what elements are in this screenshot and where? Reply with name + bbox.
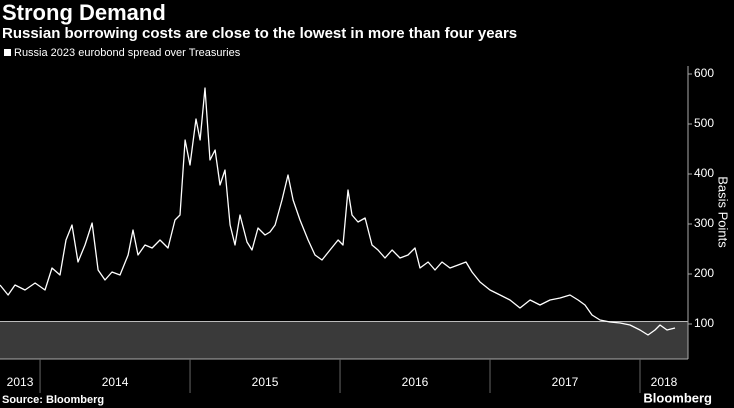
source: Source: Bloomberg bbox=[2, 394, 104, 406]
series-line bbox=[0, 87, 676, 336]
legend-label: Russia 2023 eurobond spread over Treasur… bbox=[14, 47, 241, 59]
chart-subtitle: Russian borrowing costs are close to the… bbox=[2, 25, 517, 42]
x-tick-label: 2016 bbox=[402, 375, 429, 389]
y-axis-label: Basis Points bbox=[716, 176, 731, 248]
x-tick-label: 2017 bbox=[552, 375, 579, 389]
shaded-band bbox=[0, 321, 688, 359]
brand: Bloomberg bbox=[643, 390, 712, 405]
x-tick-label: 2013 bbox=[7, 375, 34, 389]
chart-title: Strong Demand bbox=[2, 0, 166, 25]
y-tick-label: 300 bbox=[694, 216, 714, 230]
y-tick-label: 100 bbox=[694, 316, 714, 330]
y-tick-label: 600 bbox=[694, 66, 714, 80]
x-tick-label: 2015 bbox=[252, 375, 279, 389]
x-tick-label: 2014 bbox=[102, 375, 129, 389]
y-tick-label: 400 bbox=[694, 166, 714, 180]
y-tick-label: 200 bbox=[694, 266, 714, 280]
legend-swatch bbox=[4, 49, 11, 56]
y-tick-label: 500 bbox=[694, 116, 714, 130]
x-tick-label: 2018 bbox=[651, 375, 678, 389]
